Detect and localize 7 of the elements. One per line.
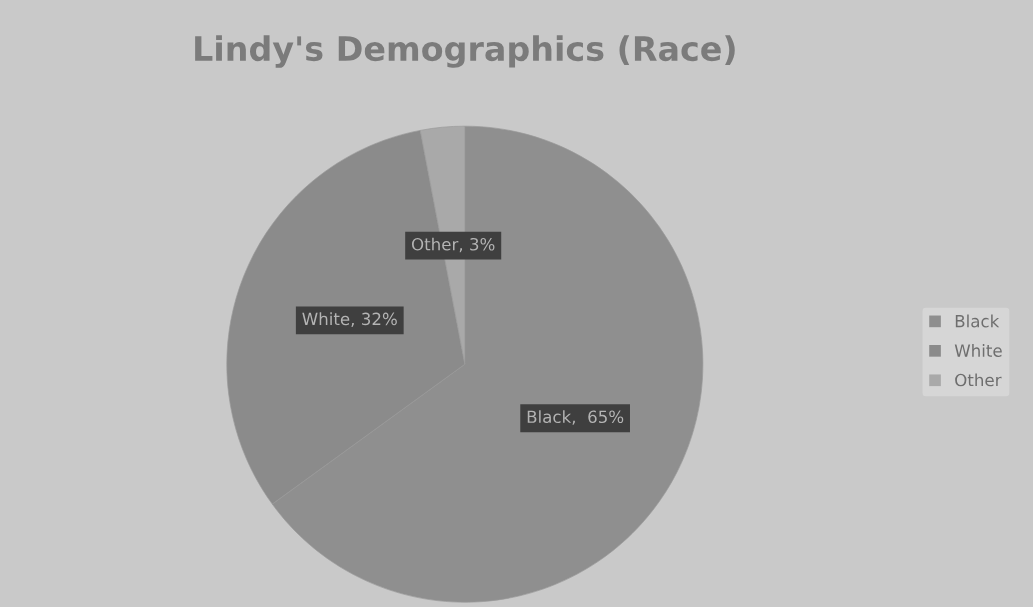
data-label: Other, 3% [411, 237, 495, 253]
data-label: Black, 65% [527, 410, 624, 425]
chart-title: Lindy's Demographics (Race) [195, 35, 735, 68]
legend-label: Black [955, 314, 1000, 328]
legend-label: Other [955, 373, 1002, 387]
legend-label: White [954, 343, 1002, 357]
data-label: White, 32% [302, 312, 397, 327]
